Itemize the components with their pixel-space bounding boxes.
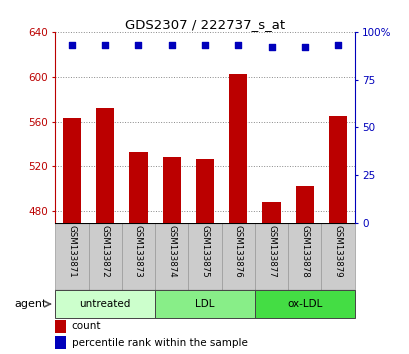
Bar — [328, 116, 346, 223]
Text: GSM133879: GSM133879 — [333, 224, 342, 277]
Bar — [221, 223, 254, 290]
Text: GSM133874: GSM133874 — [167, 224, 176, 277]
Text: ox-LDL: ox-LDL — [286, 299, 321, 309]
Bar — [196, 159, 213, 223]
Bar — [55, 320, 66, 332]
Bar — [55, 336, 66, 349]
Text: GSM133877: GSM133877 — [266, 224, 275, 277]
Text: GSM133878: GSM133878 — [299, 224, 308, 277]
Title: GDS2307 / 222737_s_at: GDS2307 / 222737_s_at — [125, 18, 284, 31]
Point — [267, 44, 274, 50]
Point — [69, 42, 75, 48]
Bar — [63, 118, 81, 223]
Bar — [262, 202, 280, 223]
Text: GSM133872: GSM133872 — [101, 224, 110, 277]
Bar — [155, 223, 188, 290]
Bar — [55, 290, 155, 318]
Bar — [288, 223, 321, 290]
Text: percentile rank within the sample: percentile rank within the sample — [72, 338, 247, 348]
Text: GSM133873: GSM133873 — [134, 224, 143, 277]
Bar — [129, 152, 147, 223]
Bar — [121, 223, 155, 290]
Text: GSM133876: GSM133876 — [233, 224, 242, 277]
Bar — [321, 223, 354, 290]
Point — [234, 42, 241, 48]
Bar — [229, 74, 247, 223]
Text: count: count — [72, 321, 101, 331]
Bar — [254, 223, 288, 290]
Bar — [162, 158, 180, 223]
Text: GSM133875: GSM133875 — [200, 224, 209, 277]
Point — [301, 44, 307, 50]
Point — [102, 42, 108, 48]
Bar — [88, 223, 121, 290]
Text: GSM133871: GSM133871 — [67, 224, 76, 277]
Point — [201, 42, 208, 48]
Bar — [254, 290, 354, 318]
Point — [135, 42, 142, 48]
Bar — [295, 185, 313, 223]
Bar — [96, 108, 114, 223]
Bar — [188, 223, 221, 290]
Bar — [55, 223, 88, 290]
Point — [168, 42, 175, 48]
Text: LDL: LDL — [195, 299, 214, 309]
Bar — [155, 290, 254, 318]
Point — [334, 42, 340, 48]
Text: untreated: untreated — [79, 299, 130, 309]
Text: agent: agent — [15, 299, 47, 309]
